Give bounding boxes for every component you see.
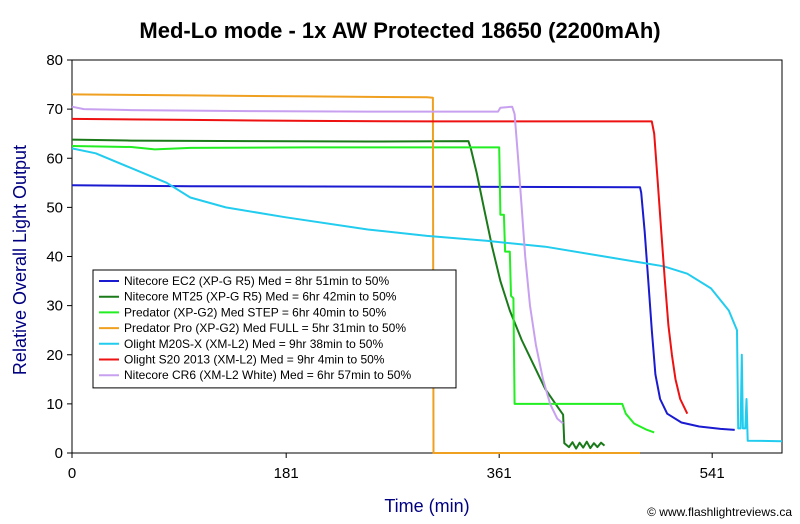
series-line-6 bbox=[71, 117, 689, 415]
y-tick-label: 20 bbox=[46, 347, 63, 364]
y-tick-label: 10 bbox=[46, 396, 63, 413]
chart-title: Med-Lo mode - 1x AW Protected 18650 (220… bbox=[139, 18, 660, 43]
legend-entry: Predator (XP-G2) Med STEP = 6hr 40min to… bbox=[124, 305, 387, 319]
series-line-3 bbox=[71, 145, 655, 434]
y-tick-label: 70 bbox=[46, 101, 63, 118]
x-tick-label: 181 bbox=[274, 465, 299, 482]
x-tick-label: 361 bbox=[487, 465, 512, 482]
y-tick-label: 0 bbox=[55, 445, 63, 462]
legend-box bbox=[92, 269, 457, 389]
y-tick-label: 40 bbox=[46, 249, 63, 266]
x-axis-label: Time (min) bbox=[384, 496, 469, 516]
x-tick-label: 0 bbox=[68, 465, 76, 482]
series-line-2 bbox=[71, 138, 606, 450]
legend-entry: Olight M20S-X (XM-L2) Med = 9hr 38min to… bbox=[124, 337, 383, 351]
y-tick-label: 80 bbox=[46, 52, 63, 69]
x-tick-label: 541 bbox=[700, 465, 725, 482]
y-tick-label: 50 bbox=[46, 199, 63, 216]
legend-entry: Nitecore CR6 (XM-L2 White) Med = 6hr 57m… bbox=[124, 368, 411, 382]
y-axis-label: Relative Overall Light Output bbox=[10, 145, 30, 375]
footer-credit: © www.flashlightreviews.ca bbox=[647, 505, 792, 519]
legend-entry: Nitecore MT25 (XP-G R5) Med = 6hr 42min … bbox=[124, 290, 397, 304]
y-tick-label: 60 bbox=[46, 150, 63, 167]
legend-entry: Nitecore EC2 (XP-G R5) Med = 8hr 51min t… bbox=[124, 274, 389, 288]
series-line-1 bbox=[71, 184, 735, 431]
y-tick-label: 30 bbox=[46, 298, 63, 315]
legend-entry: Olight S20 2013 (XM-L2) Med = 9hr 4min t… bbox=[124, 353, 385, 367]
legend-entry: Predator Pro (XP-G2) Med FULL = 5hr 31mi… bbox=[124, 321, 406, 335]
series-line-7 bbox=[71, 105, 564, 425]
series-line-4 bbox=[71, 93, 640, 454]
